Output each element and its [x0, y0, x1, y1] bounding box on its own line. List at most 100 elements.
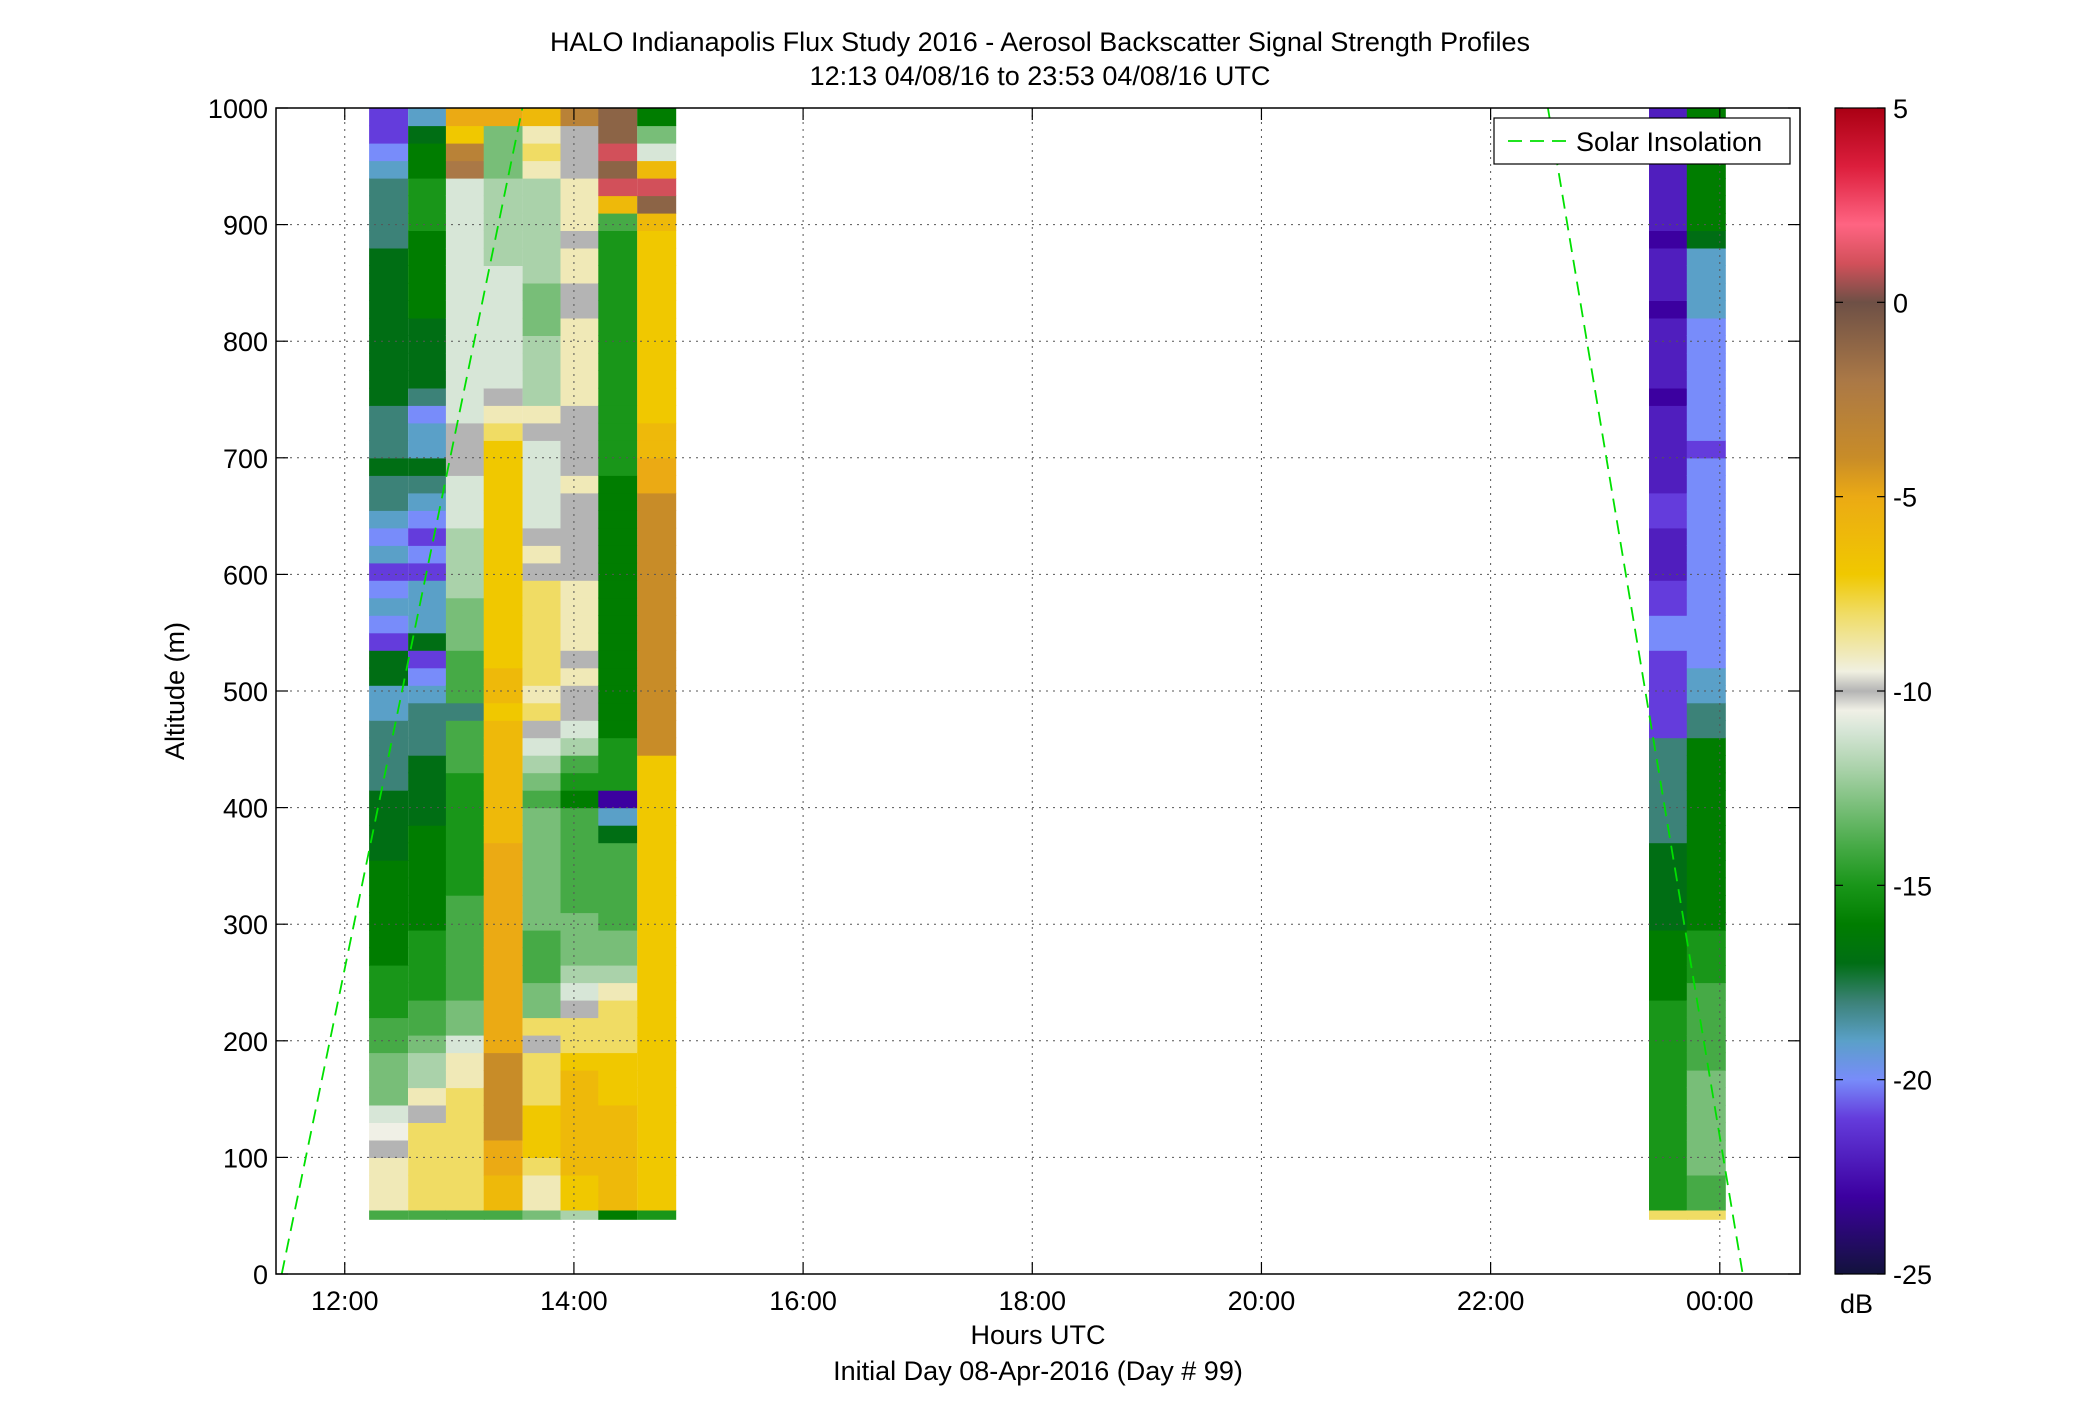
heatmap-cell — [560, 422, 600, 441]
heatmap-cell — [598, 1070, 638, 1089]
heatmap-cell — [1649, 895, 1688, 914]
heatmap-cell — [522, 422, 562, 441]
heatmap-cell — [483, 562, 523, 581]
heatmap-cell — [560, 247, 600, 266]
heatmap-cell — [483, 160, 523, 179]
heatmap-cell — [637, 335, 677, 354]
heatmap-cell — [483, 615, 523, 634]
heatmap-cell — [637, 475, 677, 494]
heatmap-cell — [637, 965, 677, 984]
heatmap-cell — [483, 597, 523, 616]
heatmap-cell — [598, 1035, 638, 1054]
heatmap-cell — [522, 1070, 562, 1089]
heatmap-cell — [408, 160, 448, 179]
heatmap-cell — [369, 422, 409, 441]
heatmap-cell — [483, 1070, 523, 1089]
heatmap-cell — [522, 615, 562, 634]
heatmap-cell — [408, 947, 448, 966]
heatmap-cell — [445, 667, 485, 686]
heatmap-cell — [522, 1104, 562, 1123]
heatmap-cell — [598, 1209, 638, 1220]
x-axis-ticks: 12:00 14:00 16:00 18:00 20:00 22:00 00:00 — [311, 108, 1754, 1316]
heatmap-cell — [1649, 807, 1688, 826]
heatmap-cell — [598, 825, 638, 844]
heatmap-cell — [445, 860, 485, 879]
heatmap-cell — [560, 632, 600, 651]
heatmap-cell — [483, 737, 523, 756]
legend-entry-solar-insolation: Solar Insolation — [1576, 127, 1762, 157]
heatmap-cell — [598, 510, 638, 529]
heatmap-cell — [483, 125, 523, 144]
x-tick-label: 12:00 — [311, 1286, 379, 1316]
y-axis-ticks: 0 100 200 300 400 500 600 700 800 900 1000 — [208, 94, 1800, 1290]
heatmap-cell — [522, 597, 562, 616]
heatmap-cell — [483, 650, 523, 669]
heatmap-cell — [637, 772, 677, 791]
heatmap-cell — [560, 842, 600, 861]
heatmap-cell — [598, 108, 638, 127]
heatmap-cell — [522, 1139, 562, 1158]
heatmap-cell — [560, 492, 600, 511]
heatmap-cell — [522, 720, 562, 739]
heatmap-cell — [1649, 282, 1688, 301]
heatmap-cell — [1686, 632, 1726, 651]
heatmap-cells — [369, 108, 1726, 1220]
heatmap-cell — [445, 807, 485, 826]
heatmap-cell — [408, 772, 448, 791]
heatmap-cell — [1686, 1122, 1726, 1141]
heatmap-cell — [369, 265, 409, 284]
x-tick-label: 18:00 — [998, 1286, 1066, 1316]
heatmap-cell — [1649, 317, 1688, 336]
heatmap-cell — [1686, 1000, 1726, 1019]
heatmap-cell — [1649, 545, 1688, 564]
heatmap-cell — [369, 178, 409, 197]
heatmap-cell — [560, 1122, 600, 1141]
heatmap-cell — [1649, 667, 1688, 686]
heatmap-cell — [483, 685, 523, 704]
heatmap-cell — [445, 492, 485, 511]
heatmap-cell — [483, 1157, 523, 1176]
heatmap-cell — [483, 510, 523, 529]
heatmap-cell — [637, 685, 677, 704]
heatmap-cell — [483, 143, 523, 162]
y-tick-label: 400 — [223, 794, 268, 824]
heatmap-cell — [408, 300, 448, 319]
heatmap-cell — [598, 143, 638, 162]
heatmap-cell — [445, 1174, 485, 1211]
heatmap-cell — [560, 1209, 600, 1220]
heatmap-cell — [445, 1157, 485, 1176]
heatmap-cell — [560, 108, 600, 127]
heatmap-cell — [598, 755, 638, 774]
heatmap-cell — [1686, 492, 1726, 511]
heatmap-cell — [598, 1052, 638, 1071]
heatmap-cell — [637, 702, 677, 721]
heatmap-cell — [637, 195, 677, 214]
heatmap-cell — [522, 230, 562, 249]
heatmap-cell — [483, 1174, 523, 1211]
heatmap-cell — [637, 947, 677, 966]
heatmap-cell — [637, 265, 677, 284]
heatmap-cell — [560, 912, 600, 931]
heatmap-cell — [483, 702, 523, 721]
heatmap-cell — [1649, 1052, 1688, 1071]
heatmap-cell — [369, 1087, 409, 1106]
heatmap-cell — [560, 755, 600, 774]
heatmap-cell — [637, 597, 677, 616]
heatmap-cell — [598, 685, 638, 704]
heatmap-cell — [445, 300, 485, 319]
heatmap-cell — [598, 212, 638, 231]
heatmap-cell — [560, 1017, 600, 1036]
heatmap-cell — [408, 1174, 448, 1211]
heatmap-cell — [408, 1035, 448, 1054]
heatmap-cell — [483, 335, 523, 354]
heatmap-cell — [445, 352, 485, 371]
heatmap-cell — [408, 720, 448, 739]
heatmap-cell — [560, 860, 600, 879]
y-tick-label: 1000 — [208, 94, 268, 124]
heatmap-cell — [483, 895, 523, 914]
heatmap-cell — [1649, 475, 1688, 494]
heatmap-cell — [408, 475, 448, 494]
heatmap-cell — [445, 1052, 485, 1071]
heatmap-cell — [522, 1017, 562, 1036]
heatmap-cell — [408, 1052, 448, 1071]
